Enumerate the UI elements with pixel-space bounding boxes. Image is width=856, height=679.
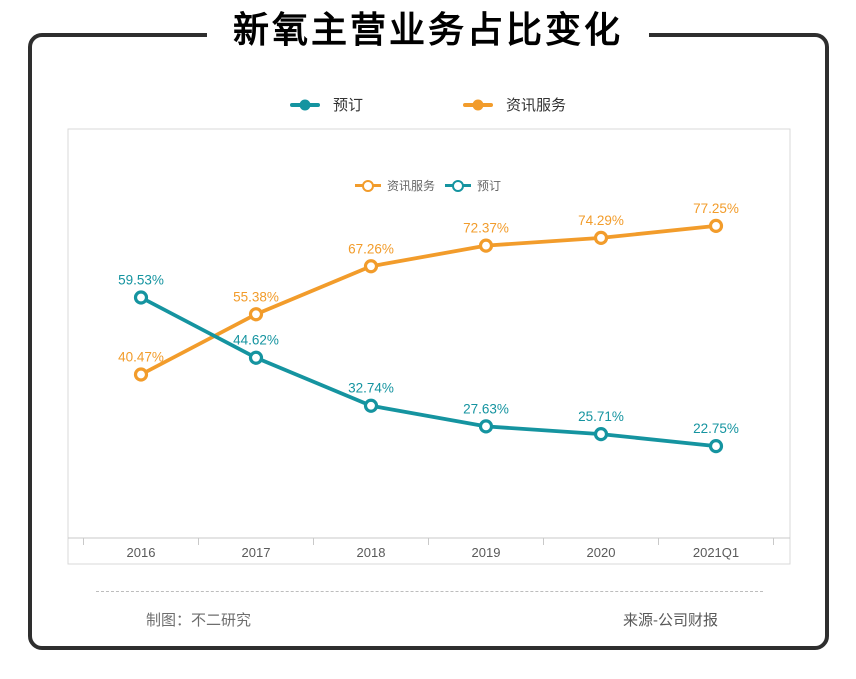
legend-label-info-service: 资讯服务: [506, 97, 567, 114]
data-point-marker[interactable]: [133, 367, 149, 382]
footer-credit: 制图：不二研究: [146, 612, 252, 629]
legend-item-booking[interactable]: 预订: [289, 94, 363, 115]
data-point-label: 25.71%: [578, 409, 624, 424]
data-point-marker[interactable]: [593, 427, 609, 442]
data-point-marker[interactable]: [133, 290, 149, 305]
data-point-label: 27.63%: [463, 401, 509, 416]
data-point-label: 72.37%: [463, 221, 509, 236]
data-point-marker[interactable]: [478, 238, 494, 253]
legend-label-booking: 预订: [332, 97, 363, 114]
plot-border: [67, 128, 791, 565]
booking-hollow-marker-icon: [445, 179, 471, 192]
data-point-label: 74.29%: [578, 213, 624, 228]
data-point-marker[interactable]: [363, 398, 379, 413]
series-line: [139, 295, 718, 448]
data-point-label: 59.53%: [118, 272, 164, 287]
footer-divider: [96, 591, 763, 592]
data-point-marker[interactable]: [248, 350, 264, 365]
x-axis-label: 2017: [242, 545, 271, 560]
inner-legend-label-booking: 预订: [477, 179, 502, 193]
x-axis-label: 2020: [587, 545, 616, 560]
data-point-marker[interactable]: [363, 259, 379, 274]
page-title: 新氧主营业务占比变化: [206, 6, 650, 55]
data-point-label: 22.75%: [693, 421, 739, 436]
data-point-marker[interactable]: [708, 218, 724, 234]
x-axis-label: 2016: [127, 545, 156, 560]
legend-inner: 资讯服务 预订: [354, 177, 501, 194]
inner-legend-label-info-service: 资讯服务: [386, 179, 435, 193]
booking-line-marker-icon: [289, 99, 320, 110]
x-axis-label: 2021Q1: [693, 545, 739, 560]
data-point-label: 77.25%: [693, 201, 739, 216]
data-point-marker[interactable]: [248, 307, 264, 322]
x-axis-label: 2018: [357, 545, 386, 560]
data-point-marker[interactable]: [478, 419, 494, 434]
inner-legend-item-booking[interactable]: 预订: [445, 177, 501, 194]
info-service-hollow-marker-icon: [354, 179, 381, 192]
legend-top: 预订 资讯服务: [0, 94, 856, 115]
card-frame-border: [28, 33, 829, 650]
data-point-label: 67.26%: [348, 241, 394, 256]
series-line: [139, 224, 718, 377]
data-point-label: 44.62%: [233, 333, 279, 348]
data-point-marker[interactable]: [593, 230, 609, 245]
data-point-marker[interactable]: [708, 438, 724, 454]
series-booking: 59.53% 44.62% 32.74% 27.63% 25.71% 22.75%: [118, 272, 739, 454]
x-axis-label: 2019: [472, 545, 501, 560]
legend-item-info-service[interactable]: 资讯服务: [463, 94, 566, 115]
footer-source: 来源-公司财报: [623, 612, 718, 629]
data-point-label: 32.74%: [348, 381, 394, 396]
inner-legend-item-info-service[interactable]: 资讯服务: [354, 177, 435, 194]
data-point-label: 40.47%: [118, 350, 164, 365]
series-info-service: 40.47% 55.38% 67.26% 72.37% 74.29% 77.25%: [118, 201, 739, 382]
info-service-line-marker-icon: [463, 99, 493, 110]
data-point-label: 55.38%: [233, 289, 279, 304]
